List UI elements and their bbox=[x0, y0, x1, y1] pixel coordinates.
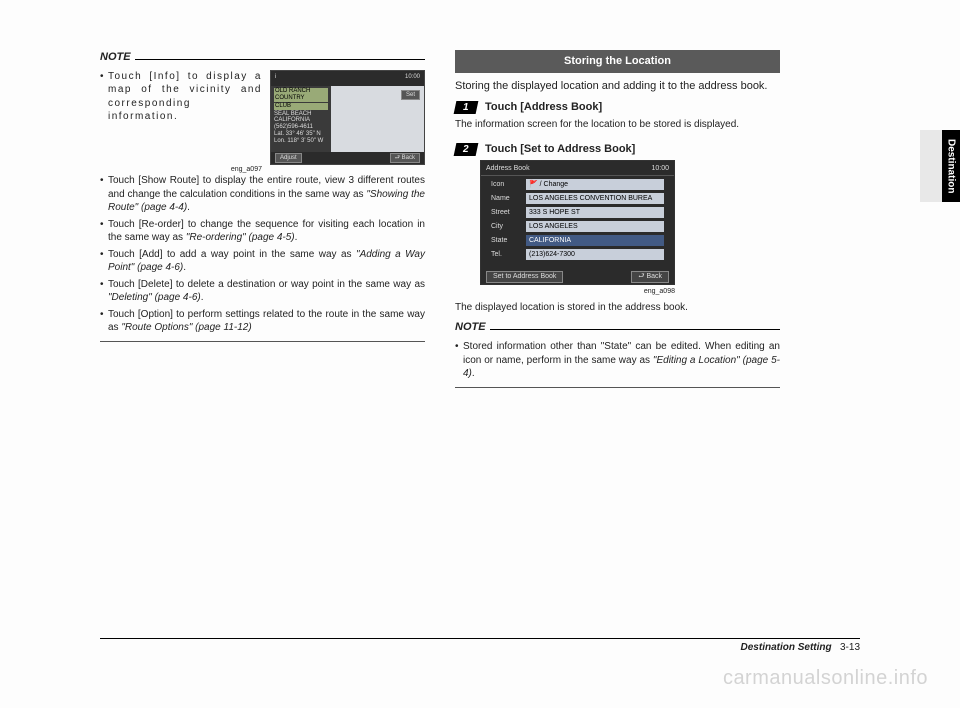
ss1-icon: i bbox=[275, 73, 276, 84]
ss2-field-name[interactable]: LOS ANGELES CONVENTION BUREA bbox=[526, 193, 664, 204]
bullet-text: Touch [Show Route] to display the entire… bbox=[108, 174, 425, 215]
bullet-text: Touch [Info] to display a map of the vic… bbox=[108, 70, 262, 124]
note-bullet-text: Stored information other than "State" ca… bbox=[463, 340, 780, 381]
ss2-field-icon[interactable]: 🚩 / Change bbox=[526, 179, 664, 190]
ss2-time: 10:00 bbox=[651, 164, 669, 172]
note-heading: NOTE bbox=[100, 50, 425, 65]
step-number-2: 2 bbox=[454, 143, 479, 156]
bullet-dot: • bbox=[100, 70, 108, 124]
bullet-text: Touch [Option] to perform settings relat… bbox=[108, 308, 425, 335]
ss2-field-city[interactable]: LOS ANGELES bbox=[526, 221, 664, 232]
step-2-title: Touch [Set to Address Book] bbox=[485, 142, 635, 157]
step-number-1: 1 bbox=[454, 101, 479, 114]
ss1-poi2: CLUB bbox=[274, 103, 328, 110]
note-heading-2: NOTE bbox=[455, 320, 780, 335]
bullet-text: Touch [Add] to add a way point in the sa… bbox=[108, 248, 425, 275]
step-1-title: Touch [Address Book] bbox=[485, 100, 602, 115]
after-screenshot-text: The displayed location is stored in the … bbox=[455, 301, 780, 315]
ss1-addr2: CALIFORNIA bbox=[274, 117, 328, 124]
ss2-title: Address Book bbox=[486, 164, 530, 172]
ss1-set-button[interactable]: Set bbox=[401, 90, 420, 100]
page-footer: Destination Setting 3-13 bbox=[100, 638, 860, 653]
right-column: Storing the Location Storing the display… bbox=[455, 50, 780, 480]
ss1-time: 10:00 bbox=[405, 73, 420, 84]
note-rule-2 bbox=[490, 329, 780, 330]
ss1-addr1: SEAL BEACH bbox=[274, 111, 328, 118]
ss2-field-tel[interactable]: (213)624-7300 bbox=[526, 249, 664, 260]
section-intro: Storing the displayed location and addin… bbox=[455, 79, 780, 94]
ss1-adjust-button[interactable]: Adjust bbox=[275, 153, 302, 163]
ss2-field-state[interactable]: CALIFORNIA bbox=[526, 235, 664, 246]
ss1-back-button[interactable]: ⮐ Back bbox=[390, 153, 420, 163]
step-1-text: The information screen for the location … bbox=[455, 118, 780, 132]
ss1-tel: (562)596-4611 bbox=[274, 124, 328, 131]
side-tab-destination: Destination bbox=[942, 130, 960, 202]
ss1-lon: Lon. 118° 3' 50" W bbox=[274, 138, 328, 145]
left-column: NOTE i 10:00 OLD RANCH COUNTRY CLUB SEAL… bbox=[100, 50, 425, 480]
footer-section: Destination Setting bbox=[741, 642, 832, 653]
bullet-text: Touch [Re-order] to change the sequence … bbox=[108, 218, 425, 245]
ss1-poi1: OLD RANCH COUNTRY bbox=[274, 88, 328, 102]
ss2-set-button[interactable]: Set to Address Book bbox=[486, 271, 563, 283]
footer-page: 3-13 bbox=[840, 642, 860, 653]
screenshot-map-info: i 10:00 OLD RANCH COUNTRY CLUB SEAL BEAC… bbox=[270, 70, 425, 165]
ss1-caption: eng_a097 bbox=[100, 165, 425, 174]
section-title: Storing the Location bbox=[455, 50, 780, 73]
screenshot-address-book: Address Book 10:00 Icon🚩 / Change NameLO… bbox=[480, 160, 675, 285]
ss2-back-button[interactable]: ⮐ Back bbox=[631, 271, 669, 283]
ss2-field-street[interactable]: 333 S HOPE ST bbox=[526, 207, 664, 218]
ss2-caption: eng_a098 bbox=[455, 287, 675, 296]
ss1-lat: Lat. 33° 46' 35" N bbox=[274, 131, 328, 138]
note-rule bbox=[135, 59, 425, 60]
bullet-text: Touch [Delete] to delete a destination o… bbox=[108, 278, 425, 305]
side-block bbox=[920, 130, 942, 202]
watermark: carmanualsonline.info bbox=[723, 667, 928, 690]
ss1-map-area: Set bbox=[331, 86, 424, 152]
